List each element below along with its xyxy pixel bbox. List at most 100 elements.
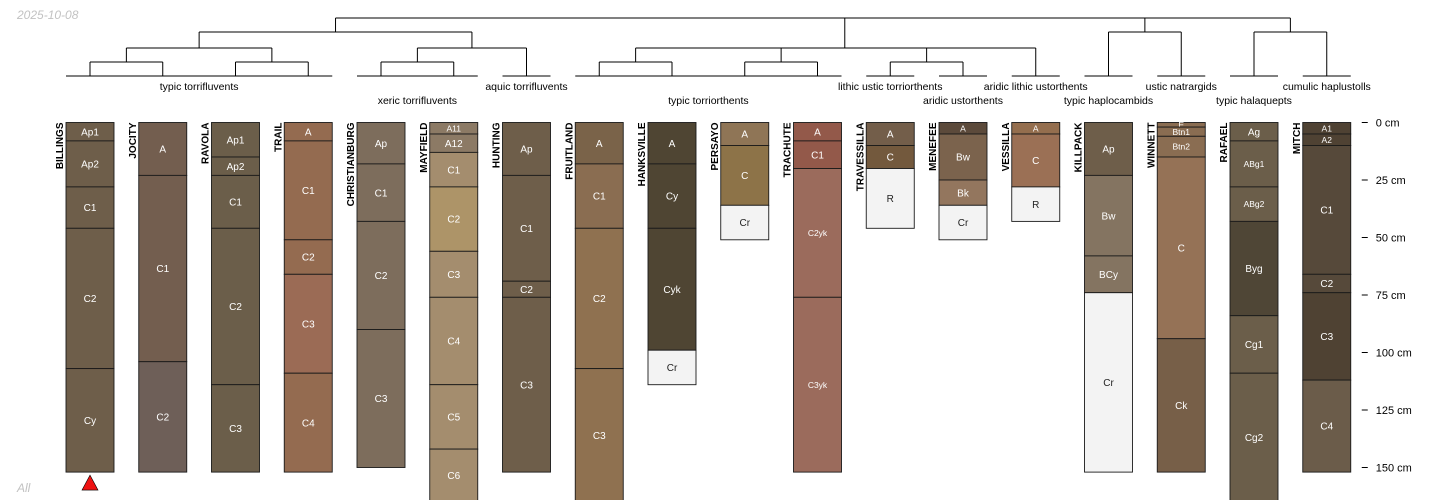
horizon-hanksville-cyk bbox=[647, 227, 697, 351]
profile-name-label: HANKSVILLE bbox=[637, 122, 648, 186]
horizon-label: C3 bbox=[375, 394, 388, 405]
profile-vessilla: A C R VESSILLA bbox=[1001, 122, 1061, 222]
horizon-label: Cr bbox=[958, 218, 969, 229]
horizon-label: C3 bbox=[302, 319, 315, 330]
taxon-label-ustic-natrargids: ustic natrargids bbox=[1146, 81, 1217, 93]
profile-fruitland: A C1 C2 C3 FRUITLAND bbox=[564, 122, 624, 500]
profile-rafael: Ag ABg1 ABg2 Byg Cg1 Cg2 RAFAEL bbox=[1219, 122, 1279, 500]
depth-tick-label: 0 cm bbox=[1376, 118, 1400, 130]
profile-killpack: Ap Bw BCy Cr KILLPACK bbox=[1074, 122, 1133, 473]
horizon-label: A bbox=[887, 130, 894, 141]
profile-name-label: JOCITY bbox=[128, 122, 139, 158]
horizon-billings-c2 bbox=[65, 227, 115, 370]
highlight-marker bbox=[81, 474, 99, 491]
horizon-winnett-ck bbox=[1156, 338, 1206, 473]
horizon-label: C3 bbox=[1320, 332, 1333, 343]
horizon-ravola-c3 bbox=[211, 384, 260, 473]
horizon-label: C1 bbox=[302, 186, 315, 197]
horizon-label: A bbox=[814, 127, 821, 138]
horizon-label: Ag bbox=[1248, 127, 1260, 138]
horizon-label: C2 bbox=[593, 294, 606, 305]
horizon-hanksville-cr bbox=[647, 349, 697, 386]
horizon-label: C1 bbox=[229, 197, 242, 208]
horizon-label: Cy bbox=[84, 416, 96, 427]
horizon-christianburg-ap bbox=[356, 122, 406, 165]
horizon-mitch-c3 bbox=[1302, 292, 1352, 381]
taxon-label-xeric-torrifluvents: xeric torrifluvents bbox=[378, 95, 457, 107]
depth-axis: 0 cm 25 cm 50 cm 75 cm 100 cm 125 cm 150 cm bbox=[1361, 118, 1412, 475]
horizon-label: Ap2 bbox=[81, 160, 99, 171]
horizon-label: Ap2 bbox=[227, 162, 245, 173]
horizon-label: Cr bbox=[667, 363, 678, 374]
horizon-jocity-c1 bbox=[138, 174, 188, 363]
horizon-killpack-bcy bbox=[1084, 255, 1133, 294]
horizon-label: C3 bbox=[229, 424, 242, 435]
taxon-label-cumulic-haplustolls: cumulic haplustolls bbox=[1283, 81, 1371, 93]
horizon-menefee-cr bbox=[938, 204, 988, 241]
horizon-label: C1 bbox=[375, 188, 388, 199]
horizon-label: C3 bbox=[593, 431, 606, 442]
horizon-label: C1 bbox=[593, 192, 606, 203]
depth-tick-label: 150 cm bbox=[1376, 463, 1412, 475]
profile-name-label: HUNTING bbox=[492, 122, 503, 168]
horizon-label: C6 bbox=[447, 471, 460, 482]
horizon-rafael-byg bbox=[1229, 220, 1279, 317]
profile-name-label: TRACHUTE bbox=[783, 122, 794, 177]
profile-name-label: PERSAYO bbox=[710, 122, 721, 170]
horizon-rafael-abg2 bbox=[1229, 186, 1279, 222]
horizon-label: A bbox=[741, 130, 748, 141]
horizon-label: C2 bbox=[84, 294, 97, 305]
horizon-rafael-abg1 bbox=[1229, 140, 1279, 188]
horizon-label: A bbox=[305, 127, 312, 138]
horizon-label: Byg bbox=[1245, 264, 1262, 275]
horizon-trachute-c1 bbox=[793, 140, 842, 169]
horizon-rafael-cg2 bbox=[1229, 372, 1279, 500]
horizon-jocity-c2 bbox=[138, 361, 188, 473]
horizon-label: C bbox=[741, 171, 748, 182]
horizon-killpack-cr bbox=[1084, 292, 1133, 473]
horizon-label: Ap bbox=[1102, 145, 1115, 156]
taxonomy-labels: typic torrifluvents xeric torrifluvents aq… bbox=[160, 81, 1371, 107]
profile-name-label: MENEFEE bbox=[928, 122, 939, 171]
horizon-label: C4 bbox=[302, 418, 315, 429]
horizon-label: Btn1 bbox=[1173, 127, 1191, 137]
horizon-label: C4 bbox=[1320, 422, 1333, 433]
horizon-trachute-c3yk bbox=[793, 296, 842, 473]
horizon-mitch-c1 bbox=[1302, 145, 1352, 275]
horizon-label: Ap1 bbox=[227, 135, 245, 146]
profile-trail: A C1 C2 C3 C4 TRAIL bbox=[273, 122, 333, 473]
profile-name-label: MITCH bbox=[1292, 123, 1303, 155]
profile-name-label: MAYFIELD bbox=[419, 123, 430, 173]
taxon-label-aridic-ustorthents: aridic ustorthents bbox=[923, 95, 1003, 107]
profile-billings: Ap1 Ap2 C1 C2 Cy BILLINGS bbox=[55, 122, 115, 473]
taxon-label-lithic-ustic-torriorthents: lithic ustic torriorthents bbox=[838, 81, 942, 93]
profile-name-label: TRAIL bbox=[273, 123, 284, 152]
horizon-billings-ap2 bbox=[65, 140, 115, 188]
horizon-label: C1 bbox=[156, 264, 169, 275]
horizon-label: Cy bbox=[666, 192, 678, 203]
horizon-trail-c3 bbox=[283, 273, 333, 374]
horizon-trail-c4 bbox=[283, 372, 333, 473]
horizon-label: C5 bbox=[447, 413, 460, 424]
horizon-label: C bbox=[887, 153, 894, 164]
taxon-label-typic-halaquepts: typic halaquepts bbox=[1216, 95, 1292, 107]
horizon-vessilla-r bbox=[1011, 186, 1061, 222]
horizon-label: C2 bbox=[520, 285, 533, 296]
horizon-label: ABg2 bbox=[1244, 199, 1265, 209]
horizon-label: C2 bbox=[229, 302, 242, 313]
taxon-label-typic-torriorthents: typic torriorthents bbox=[668, 95, 749, 107]
profile-travessilla: A C R TRAVESSILLA bbox=[855, 122, 915, 229]
horizon-hunting-c3 bbox=[502, 296, 551, 473]
horizon-label: C1 bbox=[811, 150, 824, 161]
horizon-label: Cg1 bbox=[1245, 340, 1264, 351]
depth-tick-label: 50 cm bbox=[1376, 233, 1406, 245]
horizon-label: E bbox=[1178, 120, 1184, 130]
taxon-label-aridic-lithic-ustorthents: aridic lithic ustorthents bbox=[984, 81, 1088, 93]
horizon-label: C bbox=[1178, 243, 1185, 254]
horizon-ravola-c2 bbox=[211, 227, 260, 386]
horizon-trail-c1 bbox=[283, 140, 333, 241]
horizon-label: A bbox=[159, 145, 166, 156]
profile-mayfield: A11 A12 C1 C2 C3 C4 C5 C6 MAYFIELD bbox=[419, 122, 479, 500]
depth-tick-label: 100 cm bbox=[1376, 348, 1412, 360]
